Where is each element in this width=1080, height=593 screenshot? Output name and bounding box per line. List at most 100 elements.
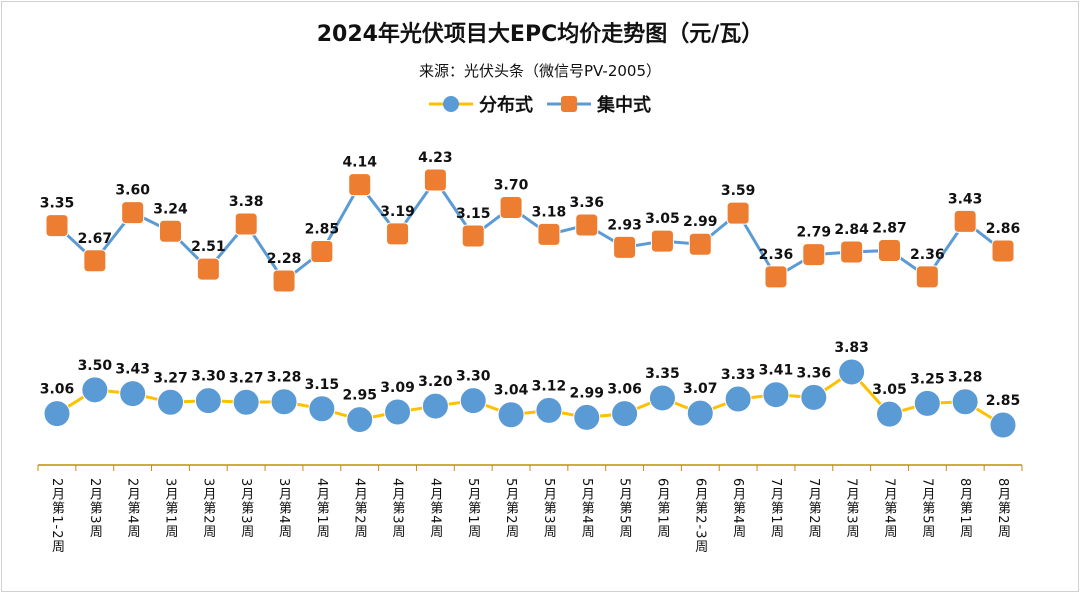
data-label: 2.28 [267, 251, 302, 267]
data-label: 3.33 [721, 367, 756, 383]
data-point [915, 265, 939, 289]
data-point [724, 385, 752, 413]
data-point [764, 265, 788, 289]
data-label: 3.28 [267, 370, 302, 386]
data-label: 3.18 [532, 204, 567, 220]
data-point [461, 224, 485, 248]
data-label: 3.09 [380, 380, 415, 396]
data-label: 3.27 [153, 370, 188, 386]
x-tick-label: 6月第1周 [654, 478, 670, 539]
data-point [537, 222, 561, 246]
legend-item-centralized: 集中式 [547, 91, 651, 117]
legend-item-distributed: 分布式 [429, 91, 533, 117]
x-tick-label: 7月第4周 [881, 478, 897, 539]
data-label: 3.60 [115, 183, 150, 199]
data-label: 3.12 [532, 378, 567, 394]
data-label: 3.28 [948, 370, 983, 386]
x-tick-label: 6月第2-3周 [692, 478, 708, 554]
data-point [348, 173, 372, 197]
data-label: 2.85 [305, 221, 340, 237]
x-tick-label: 7月第3周 [843, 478, 859, 539]
x-tick-label: 4月第2周 [351, 478, 367, 539]
x-tick-label: 7月第5周 [919, 478, 935, 539]
data-label: 2.99 [683, 214, 718, 230]
data-point [384, 398, 412, 426]
data-label: 3.83 [834, 340, 869, 356]
data-point [762, 381, 790, 409]
data-point [613, 235, 637, 259]
data-label: 3.20 [418, 374, 453, 390]
data-point [913, 389, 941, 417]
data-point [196, 257, 220, 281]
data-point [45, 214, 69, 238]
data-point [499, 195, 523, 219]
data-point [157, 388, 185, 416]
data-label: 3.19 [380, 204, 415, 220]
x-tick-label: 4月第3周 [389, 478, 405, 539]
x-tick-label: 7月第2周 [805, 478, 821, 539]
data-point [386, 222, 410, 246]
data-label: 3.43 [115, 362, 150, 378]
data-point [686, 399, 714, 427]
data-point [802, 243, 826, 267]
data-label: 3.35 [645, 366, 680, 382]
x-tick-label: 2月第3周 [86, 478, 102, 539]
x-tick-label: 2月第1-2周 [49, 478, 64, 554]
data-point [81, 376, 109, 404]
chart-title: 2024年光伏项目大EPC均价走势图（元/瓦） [316, 22, 764, 47]
data-label: 3.59 [721, 183, 756, 199]
x-tick-label: 6月第4周 [730, 478, 746, 539]
data-point [875, 400, 903, 428]
data-label: 3.06 [607, 382, 642, 398]
data-point [726, 201, 750, 225]
data-label: 3.30 [191, 369, 226, 385]
data-point [43, 400, 71, 428]
x-tick-label: 8月第2周 [995, 478, 1010, 539]
data-point [497, 401, 525, 429]
data-label: 2.67 [78, 231, 113, 247]
data-point [650, 229, 674, 253]
data-point [989, 411, 1017, 439]
chart-subtitle: 来源：光伏头条（微信号PV-2005） [418, 62, 661, 80]
data-label: 3.05 [872, 382, 907, 398]
x-tick-label: 5月第4周 [578, 478, 594, 539]
data-label: 3.36 [569, 195, 604, 211]
x-tick-label: 4月第4周 [427, 478, 443, 539]
data-point [83, 249, 107, 273]
data-label: 3.27 [229, 370, 264, 386]
data-point [272, 269, 296, 293]
data-label: 2.95 [342, 388, 377, 404]
data-label: 2.36 [759, 247, 794, 263]
data-point [423, 168, 447, 192]
data-label: 3.07 [683, 381, 718, 397]
data-point [159, 219, 183, 243]
x-tick-label: 2月第4周 [124, 478, 140, 539]
data-label: 3.36 [797, 365, 832, 381]
data-label: 3.15 [305, 377, 340, 393]
data-label: 2.85 [986, 393, 1021, 409]
legend-label: 集中式 [597, 95, 651, 116]
data-point [688, 232, 712, 256]
data-point [991, 239, 1015, 263]
data-point [270, 388, 298, 416]
data-point [611, 400, 639, 428]
legend: 分布式 集中式 [0, 91, 1080, 117]
data-point [840, 240, 864, 264]
data-point [648, 384, 676, 412]
data-point [953, 209, 977, 233]
x-tick-label: 5月第2周 [503, 478, 519, 539]
data-label: 3.05 [645, 211, 680, 227]
data-point [346, 406, 374, 434]
data-point [119, 380, 147, 408]
x-tick-label: 4月第1周 [313, 478, 329, 539]
data-point [575, 213, 599, 237]
data-label: 4.14 [342, 155, 377, 171]
data-label: 3.70 [494, 177, 529, 193]
data-point [573, 403, 601, 431]
data-point [535, 396, 563, 424]
data-point [459, 387, 487, 415]
data-point [310, 239, 334, 263]
data-point [234, 212, 258, 236]
